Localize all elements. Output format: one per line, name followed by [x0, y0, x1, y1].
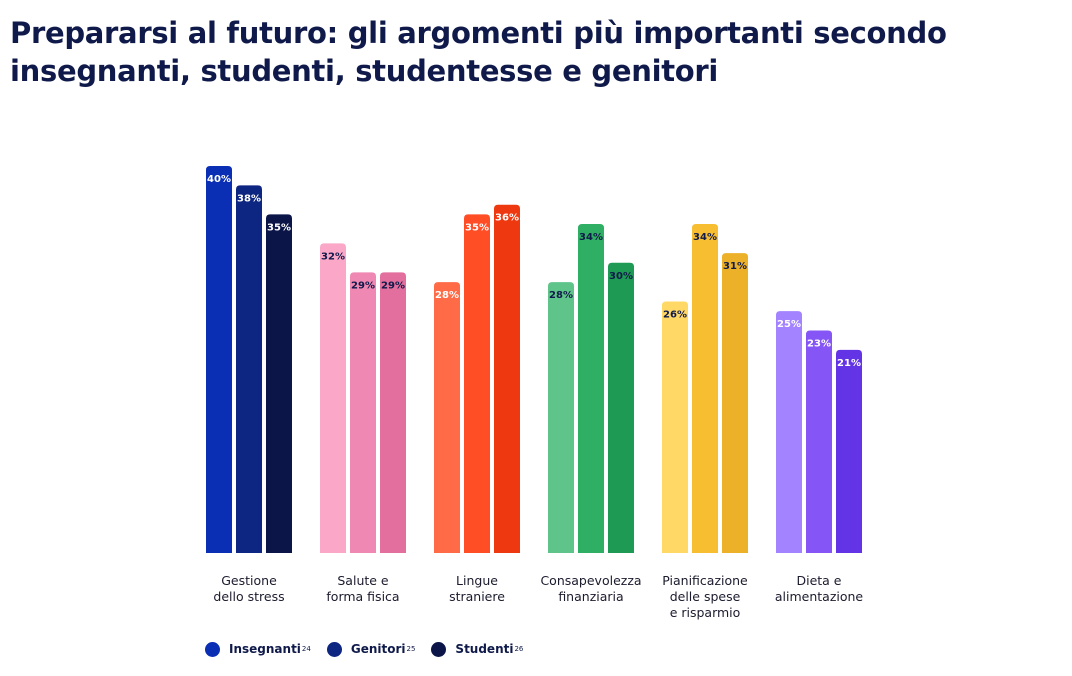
- legend-item-insegnanti: Insegnanti 24: [205, 641, 311, 657]
- legend-swatch-insegnanti: [205, 641, 220, 657]
- bar-gestione-dello-stress-genitori: [236, 185, 262, 553]
- category-label-salute-e-forma-fisica-line-1: Salute e: [337, 573, 389, 588]
- category-label-pianificazione-delle-spese-e-risparmio-line-2: delle spese: [670, 589, 741, 604]
- legend-item-studenti: Studenti 26: [431, 641, 524, 657]
- bar-lingue-straniere-insegnanti: [434, 282, 460, 553]
- data-label-pianificazione-delle-spese-e-risparmio-genitori: 34%: [693, 232, 717, 243]
- data-label-lingue-straniere-studenti: 36%: [495, 213, 519, 224]
- bar-gestione-dello-stress-studenti: [266, 214, 292, 553]
- data-label-gestione-dello-stress-insegnanti: 40%: [207, 174, 231, 185]
- data-label-salute-e-forma-fisica-genitori: 29%: [351, 280, 375, 291]
- legend-footnote-studenti: 26: [514, 645, 524, 653]
- legend-swatch-studenti: [431, 641, 447, 657]
- bar-pianificazione-delle-spese-e-risparmio-insegnanti: [662, 301, 688, 553]
- category-label-consapevolezza-finanziaria-line-2: finanziaria: [558, 589, 623, 604]
- data-label-dieta-e-alimentazione-studenti: 21%: [837, 358, 861, 369]
- data-label-gestione-dello-stress-studenti: 35%: [267, 222, 291, 233]
- legend-footnote-insegnanti: 24: [301, 645, 311, 653]
- data-label-lingue-straniere-insegnanti: 28%: [435, 290, 459, 301]
- data-label-salute-e-forma-fisica-insegnanti: 32%: [321, 251, 345, 262]
- chart-title-line-1: Prepararsi al futuro: gli argomenti più …: [10, 16, 947, 50]
- bar-gestione-dello-stress-insegnanti: [206, 166, 232, 553]
- bar-lingue-straniere-studenti: [494, 204, 520, 553]
- data-label-pianificazione-delle-spese-e-risparmio-studenti: 31%: [723, 261, 747, 272]
- chart-legend: Insegnanti 24 Genitori 25 Studenti 26: [205, 640, 523, 658]
- data-label-dieta-e-alimentazione-insegnanti: 25%: [777, 319, 801, 330]
- bar-consapevolezza-finanziaria-insegnanti: [548, 282, 574, 553]
- legend-label-genitori: Genitori: [350, 642, 406, 656]
- data-label-salute-e-forma-fisica-studenti: 29%: [381, 280, 405, 291]
- bar-pianificazione-delle-spese-e-risparmio-studenti: [722, 253, 748, 553]
- bar-dieta-e-alimentazione-genitori: [806, 330, 832, 553]
- bar-dieta-e-alimentazione-insegnanti: [776, 311, 802, 553]
- category-label-gestione-dello-stress-line-1: Gestione: [221, 573, 277, 588]
- category-label-consapevolezza-finanziaria-line-1: Consapevolezza: [540, 573, 641, 588]
- data-label-pianificazione-delle-spese-e-risparmio-insegnanti: 26%: [663, 309, 687, 320]
- data-label-consapevolezza-finanziaria-genitori: 34%: [579, 232, 603, 243]
- category-label-lingue-straniere-line-1: Lingue: [456, 573, 498, 588]
- data-label-lingue-straniere-genitori: 35%: [465, 222, 489, 233]
- category-label-dieta-e-alimentazione-line-2: alimentazione: [775, 589, 864, 604]
- category-label-gestione-dello-stress-line-2: dello stress: [213, 589, 284, 604]
- category-label-salute-e-forma-fisica-line-2: forma fisica: [326, 589, 399, 604]
- data-label-gestione-dello-stress-genitori: 38%: [237, 193, 261, 204]
- legend-swatch-genitori: [326, 641, 342, 657]
- data-label-dieta-e-alimentazione-genitori: 23%: [807, 338, 831, 349]
- bar-consapevolezza-finanziaria-studenti: [608, 262, 634, 553]
- category-label-lingue-straniere-line-2: straniere: [449, 589, 505, 604]
- bar-salute-e-forma-fisica-genitori: [350, 272, 376, 553]
- legend-footnote-genitori: 25: [406, 645, 416, 653]
- data-label-consapevolezza-finanziaria-studenti: 30%: [609, 271, 633, 282]
- category-label-pianificazione-delle-spese-e-risparmio-line-1: Pianificazione: [662, 573, 748, 588]
- bar-salute-e-forma-fisica-studenti: [380, 272, 406, 553]
- legend-item-genitori: Genitori 25: [326, 641, 416, 657]
- chart-title-line-2: insegnanti, studenti, studentesse e geni…: [10, 54, 719, 88]
- bar-salute-e-forma-fisica-insegnanti: [320, 243, 346, 553]
- legend-label-studenti: Studenti: [455, 642, 514, 656]
- bar-dieta-e-alimentazione-studenti: [836, 349, 862, 553]
- category-label-pianificazione-delle-spese-e-risparmio-line-3: e risparmio: [670, 605, 741, 620]
- chart-title: Prepararsi al futuro: gli argomenti più …: [10, 14, 1060, 90]
- data-label-consapevolezza-finanziaria-insegnanti: 28%: [549, 290, 573, 301]
- category-label-dieta-e-alimentazione-line-1: Dieta e: [796, 573, 841, 588]
- legend-label-insegnanti: Insegnanti: [229, 642, 301, 656]
- bar-consapevolezza-finanziaria-genitori: [578, 224, 604, 554]
- bar-lingue-straniere-genitori: [464, 214, 490, 553]
- bar-pianificazione-delle-spese-e-risparmio-genitori: [692, 224, 718, 554]
